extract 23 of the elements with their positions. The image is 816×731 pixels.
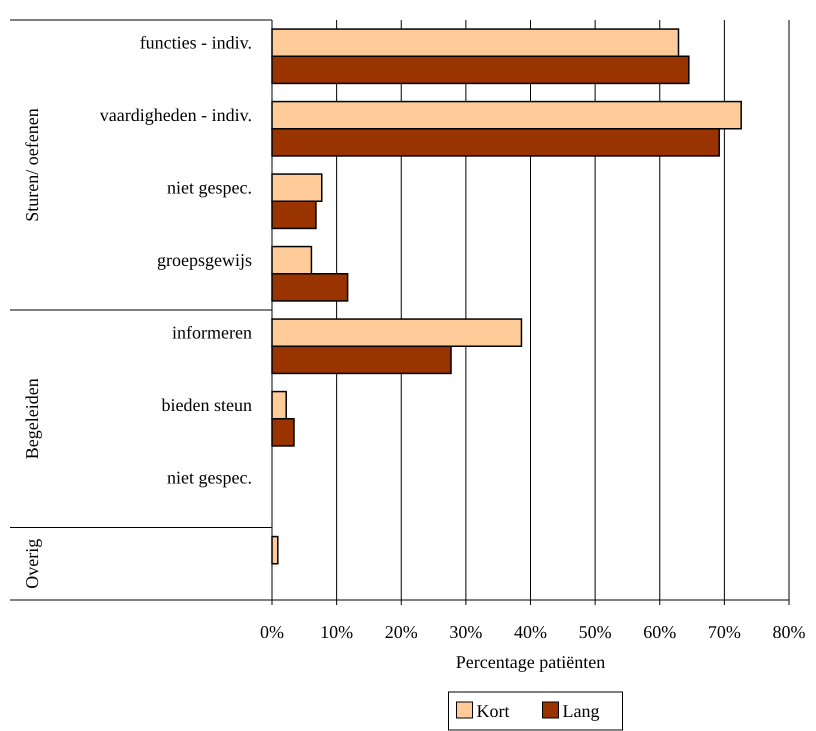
y-tick-label: informeren — [172, 322, 252, 342]
x-tick-label: 70% — [708, 622, 741, 642]
text: Sturen/ oefenen — [22, 108, 42, 222]
y-tick-label: bieden steun — [162, 394, 252, 415]
x-tick-label: 40% — [514, 622, 547, 642]
x-axis-title: Percentage patiënten — [456, 652, 606, 672]
x-tick-label: 50% — [578, 622, 612, 642]
text: Begeleiden — [22, 378, 42, 460]
x-tick-label: 10% — [320, 622, 354, 642]
y-tick-label: vaardigheden - indiv. — [100, 104, 252, 125]
y-tick-label: groepsgewijs — [157, 250, 252, 270]
y-tick-label: niet gespec. — [167, 177, 252, 198]
bar — [271, 536, 279, 564]
x-tick-label: 30% — [449, 622, 482, 642]
y-tick-label: niet gespec. — [167, 467, 252, 488]
legend-label: Kort — [476, 701, 510, 721]
legend-label: Lang — [562, 701, 600, 721]
x-tick-label: 0% — [260, 622, 284, 642]
x-tick-label: 20% — [384, 622, 418, 642]
x-tick-label: 60% — [643, 622, 676, 642]
y-tick-label: functies - indiv. — [140, 32, 252, 52]
text: Overig — [22, 538, 42, 589]
x-tick-label: 80% — [772, 622, 806, 642]
